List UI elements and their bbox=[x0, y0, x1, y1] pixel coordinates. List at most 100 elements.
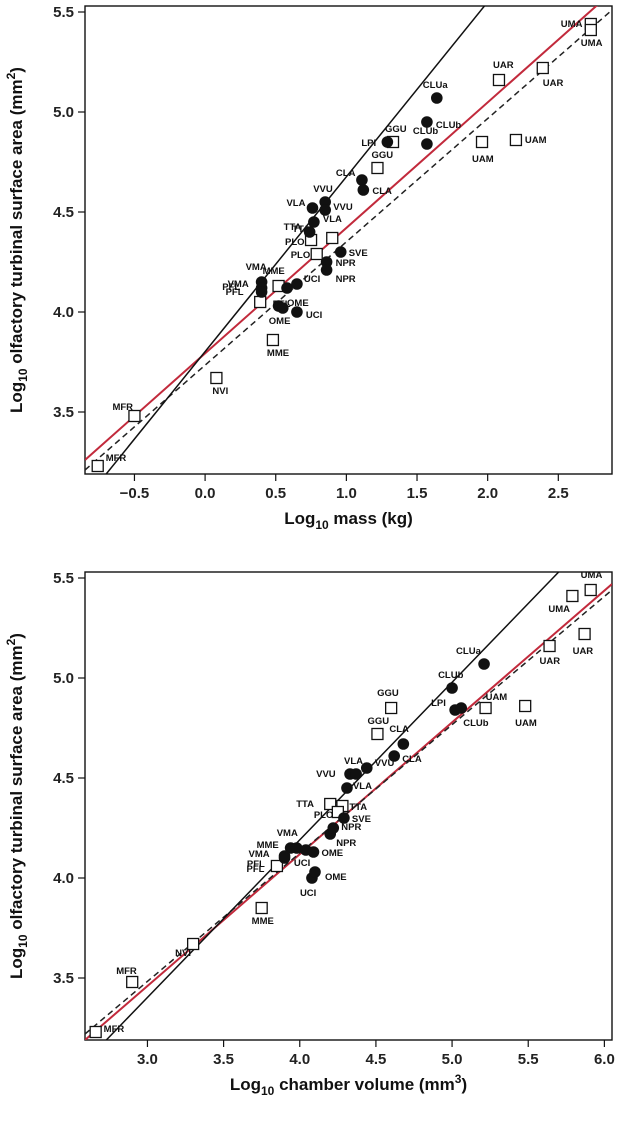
point-label: CLA bbox=[389, 724, 409, 735]
point-label: SVE bbox=[349, 248, 368, 259]
point-label: MFR bbox=[106, 453, 127, 464]
data-point-square bbox=[331, 805, 344, 819]
point-label: GGU bbox=[367, 716, 389, 727]
point-label: PFL bbox=[226, 287, 244, 298]
point-label: UCI bbox=[294, 858, 310, 869]
data-point-square bbox=[566, 589, 579, 603]
point-label: MFR bbox=[104, 1024, 125, 1035]
x-axis-title: Log10 chamber volume (mm3) bbox=[230, 1072, 467, 1098]
point-label: CLUb bbox=[463, 718, 489, 729]
point-label: VMA bbox=[277, 828, 298, 839]
x-tick-label: 0.5 bbox=[265, 485, 286, 502]
data-point-circle bbox=[320, 256, 333, 268]
point-label: NPR bbox=[336, 258, 356, 269]
data-point-square bbox=[584, 23, 597, 37]
data-point-square bbox=[371, 727, 384, 741]
point-label: NPR bbox=[336, 274, 356, 285]
data-point-circle bbox=[320, 264, 333, 276]
point-label: UMA bbox=[548, 604, 570, 615]
point-label: MFR bbox=[116, 966, 137, 977]
data-point-circle bbox=[319, 204, 331, 216]
y-axis-title: Log10 olfactory turbinal surface area (m… bbox=[4, 67, 30, 413]
chart-top: −0.5 0.0 0.5 1.0 1.5 2.0 2.5 3.5 4.0 4.5 5.0 5.5 Log… bbox=[4, 4, 613, 532]
y-tick-label: 4.5 bbox=[53, 204, 74, 221]
data-point-circle bbox=[278, 850, 291, 862]
point-label: LPI bbox=[361, 138, 376, 149]
x-tick-label: 1.5 bbox=[407, 485, 428, 502]
point-label: OME bbox=[269, 316, 291, 327]
data-point-square bbox=[578, 627, 591, 641]
y-tick-label: 4.0 bbox=[53, 304, 74, 321]
data-point-circle bbox=[421, 116, 433, 128]
x-tick-label: 3.0 bbox=[137, 1051, 158, 1068]
data-point-circle bbox=[388, 750, 400, 762]
data-point-square bbox=[475, 135, 489, 149]
data-point-square bbox=[89, 1025, 102, 1039]
chart-panel-top: −0.5 0.0 0.5 1.0 1.5 2.0 2.5 3.5 4.0 4.5 5.0 5.5 Log… bbox=[4, 4, 613, 532]
point-label: UAR bbox=[573, 646, 594, 657]
y-tick-label: 3.5 bbox=[53, 404, 74, 421]
x-tick-label: 2.5 bbox=[548, 485, 569, 502]
data-point-circle bbox=[350, 768, 362, 780]
point-label: LPI bbox=[431, 698, 446, 709]
data-point-circle bbox=[341, 782, 353, 794]
point-label: TTA bbox=[349, 802, 367, 813]
data-point-circle bbox=[421, 138, 433, 150]
point-label: NVI bbox=[212, 386, 228, 397]
point-label: UAM bbox=[486, 692, 508, 703]
point-label: TTA bbox=[296, 799, 314, 810]
point-label: UCI bbox=[300, 888, 316, 899]
data-point-square bbox=[128, 409, 141, 423]
point-label: UMA bbox=[581, 570, 603, 581]
point-label: VLA bbox=[344, 756, 363, 767]
x-tick-label: 5.5 bbox=[518, 1051, 539, 1068]
point-label: VMA bbox=[246, 262, 267, 273]
point-label: CLA bbox=[402, 754, 422, 765]
point-label: GGU bbox=[385, 124, 407, 135]
point-label: UMA bbox=[581, 38, 603, 49]
data-point-square bbox=[543, 639, 556, 653]
data-point-circle bbox=[303, 226, 316, 238]
point-label: CLA bbox=[372, 186, 392, 197]
point-label: MME bbox=[267, 348, 289, 359]
point-label: VMA bbox=[249, 849, 270, 860]
data-point-square bbox=[255, 901, 268, 915]
point-label: UAR bbox=[543, 78, 564, 89]
data-point-square bbox=[186, 937, 200, 951]
point-label: VVU bbox=[316, 769, 336, 780]
data-point-circle bbox=[381, 136, 394, 148]
regression-line-1 bbox=[85, 6, 598, 461]
point-label: PFL bbox=[247, 859, 265, 870]
point-label: PFL bbox=[247, 864, 265, 875]
point-label: MME bbox=[257, 840, 279, 851]
point-label: NPR bbox=[336, 838, 356, 849]
point-label: MFR bbox=[112, 402, 133, 413]
data-point-square bbox=[210, 371, 223, 385]
x-tick-label: 6.0 bbox=[594, 1051, 615, 1068]
point-label: CLUb bbox=[438, 670, 464, 681]
data-point-circle bbox=[319, 196, 331, 208]
point-label: PFL bbox=[222, 282, 240, 293]
regression-line-2 bbox=[85, 9, 612, 471]
point-label: MME bbox=[252, 916, 274, 927]
point-label: VLA bbox=[286, 198, 305, 209]
data-point-square bbox=[584, 583, 597, 597]
data-point-circle bbox=[356, 174, 368, 186]
data-point-square bbox=[492, 73, 506, 87]
x-tick-label: 0.0 bbox=[195, 485, 216, 502]
data-point-circle bbox=[277, 302, 289, 314]
point-label: VLA bbox=[323, 214, 342, 225]
y-axis-title: Log10 olfactory turbinal surface area (m… bbox=[4, 633, 30, 979]
data-point-square bbox=[384, 701, 398, 715]
y-tick-label: 3.5 bbox=[53, 970, 74, 987]
data-point-circle bbox=[291, 278, 303, 290]
point-label: SVE bbox=[352, 814, 371, 825]
data-point-square bbox=[126, 975, 139, 989]
point-label: GGU bbox=[371, 150, 393, 161]
data-point-square bbox=[371, 161, 384, 175]
y-tick-label: 5.0 bbox=[53, 104, 74, 121]
data-point-square bbox=[254, 295, 267, 309]
data-point-circle bbox=[431, 92, 443, 104]
point-label: UAM bbox=[515, 718, 537, 729]
point-label: OME bbox=[325, 872, 347, 883]
